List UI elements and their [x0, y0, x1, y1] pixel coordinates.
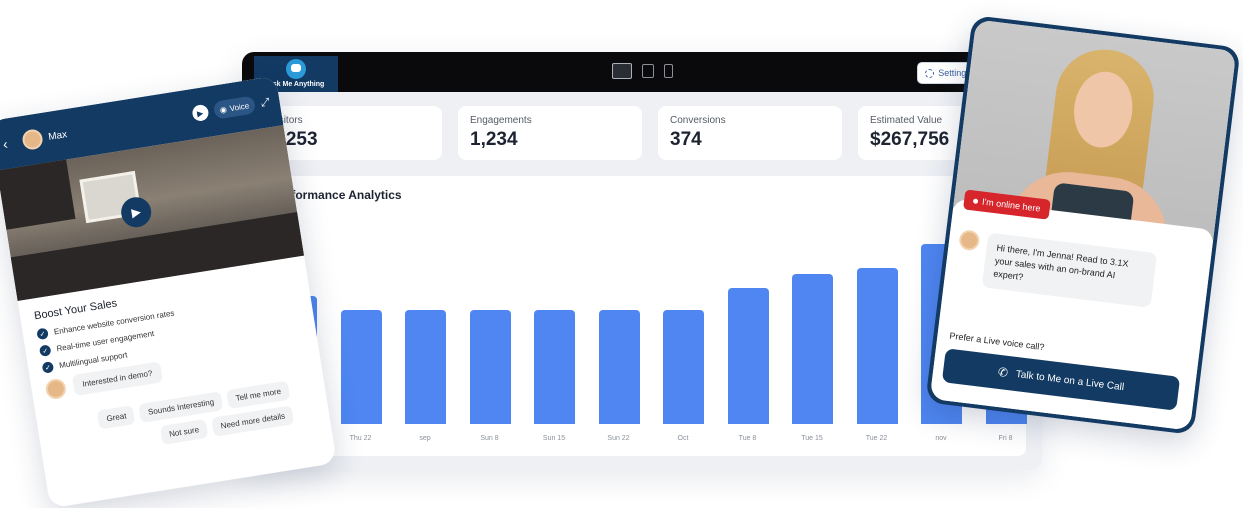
avatar [44, 377, 68, 400]
chat-bubble: Hi there, I'm Jenna! Read to 3.1X your s… [981, 232, 1158, 308]
stat-label: Conversions [670, 115, 726, 126]
stat-card-engagements: Engagements 1,234 [458, 106, 642, 160]
chart-bar [663, 310, 704, 424]
device-switcher [612, 63, 673, 79]
stat-value: 374 [670, 129, 702, 150]
chat-message-row: Hi there, I'm Jenna! Read to 3.1X your s… [954, 229, 1158, 308]
x-tick-label: Fri 8 [998, 435, 1013, 442]
quick-reply-chip[interactable]: Not sure [159, 418, 209, 445]
chart-bar [469, 310, 511, 424]
logo-text: Ask Me Anything [267, 81, 325, 88]
stat-label: Estimated Value [870, 115, 943, 126]
chart-bar [727, 288, 769, 424]
chat-card: I'm online here Hi there, I'm Jenna! Rea… [929, 189, 1215, 431]
stat-card-conversions: Conversions 374 [658, 106, 842, 160]
live-call-label: Talk to Me on a Live Call [1015, 368, 1125, 393]
stat-label: Visitors [270, 115, 303, 126]
chart-bar [340, 310, 382, 424]
prefer-text: Prefer a Live voice call? [948, 330, 1045, 353]
x-tick-label: Sun 22 [607, 435, 630, 442]
agent-name: Max [47, 128, 68, 143]
stat-cards: Visitors 5,253 Engagements 1,234 Convers… [258, 106, 1042, 160]
mobile-icon[interactable] [664, 64, 673, 78]
live-call-button[interactable]: ✆ Talk to Me on a Live Call [941, 348, 1181, 411]
expand-icon[interactable]: ⤢ [259, 95, 271, 109]
chart-bar [856, 268, 898, 424]
check-icon: ✓ [38, 344, 52, 357]
x-tick-label: Thu 22 [349, 435, 372, 442]
check-icon: ✓ [36, 327, 49, 341]
dashboard-window: Ask Me Anything Settings Visitors 5,253 … [242, 52, 1042, 470]
chart-bar [405, 310, 446, 424]
stat-value: 5,253 [270, 129, 318, 150]
speaker-icon: ◉ [219, 104, 228, 115]
play-icon[interactable]: ▶ [190, 103, 210, 123]
avatar [21, 128, 44, 151]
x-tick-label: Oct [677, 435, 689, 442]
kitchen-cabinet [0, 159, 76, 230]
performance-chart: Performance Analytics Thu 22 sep Sun 8 Sun … [258, 176, 1027, 456]
quick-reply-chip[interactable]: Need more details [211, 405, 295, 437]
chart-bar [792, 274, 833, 424]
gear-icon [925, 68, 935, 78]
stat-value: 1,234 [470, 129, 518, 150]
desktop-icon[interactable] [612, 63, 632, 79]
x-tick-label: nov [935, 435, 947, 442]
status-label: I'm online here [981, 196, 1042, 214]
voice-label: Voice [228, 100, 250, 113]
tablet-icon[interactable] [642, 64, 654, 78]
settings-label: Settings [938, 68, 971, 78]
avatar [958, 229, 981, 252]
chart-bar [534, 310, 575, 424]
chat-widget-right: I'm online here Hi there, I'm Jenna! Rea… [925, 15, 1241, 435]
quick-reply-chip[interactable]: Tell me more [226, 380, 291, 410]
x-tick-label: Tue 15 [801, 435, 823, 442]
x-tick-label: Sun 8 [480, 435, 499, 442]
back-icon[interactable]: ‹ [1, 135, 9, 153]
top-bar: Ask Me Anything Settings [242, 52, 1042, 92]
robot-icon [286, 59, 306, 79]
stat-label: Engagements [470, 115, 532, 126]
phone-icon: ✆ [997, 364, 1009, 380]
voice-button[interactable]: ◉ Voice [212, 95, 257, 120]
check-icon: ✓ [41, 361, 55, 374]
quick-reply-chip[interactable]: Great [97, 405, 136, 430]
quick-reply-chip[interactable]: Sounds Interesting [138, 391, 224, 423]
x-tick-label: sep [419, 435, 431, 442]
chart-bar [598, 310, 640, 424]
chart-title: Performance Analytics [272, 188, 402, 202]
widget-screen: I'm online here Hi there, I'm Jenna! Rea… [929, 19, 1237, 431]
x-tick-label: Tue 8 [738, 435, 757, 442]
stat-value: $267,756 [870, 129, 950, 150]
settings-button[interactable]: Settings [917, 62, 979, 84]
x-tick-label: Sun 15 [542, 435, 566, 442]
x-tick-label: Tue 22 [865, 435, 888, 442]
status-dot-icon [972, 197, 979, 204]
